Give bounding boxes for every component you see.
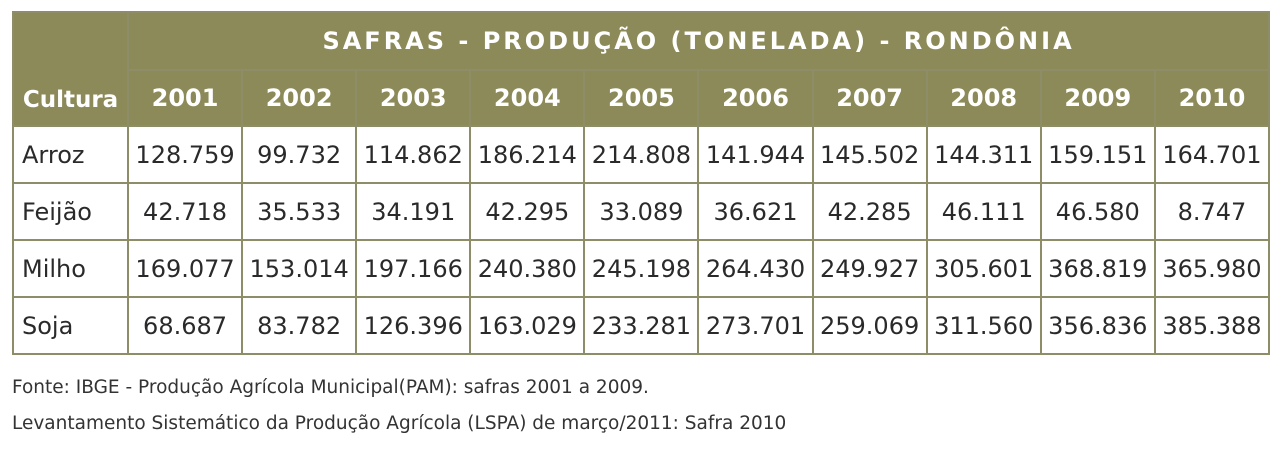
cell: 8.747 — [1153, 182, 1271, 241]
column-header: 2005 — [583, 69, 700, 127]
cell: 164.701 — [1153, 125, 1271, 184]
cell: 169.077 — [126, 239, 244, 298]
cell: 249.927 — [811, 239, 928, 298]
cell: 311.560 — [925, 296, 1042, 355]
cell: 214.808 — [583, 125, 700, 184]
column-header: 2003 — [355, 69, 472, 127]
cell: 240.380 — [469, 239, 586, 298]
source-note: Fonte: IBGE - Produção Agrícola Municipa… — [12, 377, 649, 398]
cell: 46.580 — [1039, 182, 1156, 241]
column-header: 2002 — [241, 69, 358, 127]
column-header: 2004 — [469, 69, 586, 127]
cell: 42.295 — [469, 182, 586, 241]
cell: 159.151 — [1039, 125, 1156, 184]
survey-note: Levantamento Sistemático da Produção Agr… — [12, 413, 787, 434]
cell: 46.111 — [925, 182, 1042, 241]
cell: 365.980 — [1153, 239, 1271, 298]
cell: 126.396 — [355, 296, 472, 355]
column-header: 2006 — [697, 69, 814, 127]
cell: 99.732 — [241, 125, 358, 184]
column-header: 2007 — [811, 69, 928, 127]
column-header: 2009 — [1039, 69, 1156, 127]
row-label: Soja — [12, 296, 129, 355]
data-row: Milho 169.077 153.014 197.166 240.380 245.198… — [12, 239, 1271, 298]
table-title: SAFRAS - PRODUÇÃO (TONELADA) - RONDÔNIA — [126, 11, 1271, 71]
cell: 305.601 — [925, 239, 1042, 298]
cell: 197.166 — [355, 239, 472, 298]
cell: 83.782 — [241, 296, 358, 355]
cell: 145.502 — [811, 125, 928, 184]
row-label: Milho — [12, 239, 129, 298]
cell: 264.430 — [697, 239, 814, 298]
cell: 273.701 — [697, 296, 814, 355]
column-header: 2010 — [1153, 69, 1271, 127]
cell: 368.819 — [1039, 239, 1156, 298]
cell: 163.029 — [469, 296, 586, 355]
cell: 153.014 — [241, 239, 358, 298]
cell: 68.687 — [126, 296, 244, 355]
row-label: Feijão — [12, 182, 129, 241]
cell: 356.836 — [1039, 296, 1156, 355]
data-row: Arroz 128.759 99.732 114.862 186.214 214.808 1… — [12, 125, 1271, 184]
cell: 259.069 — [811, 296, 928, 355]
cell: 186.214 — [469, 125, 586, 184]
cell: 141.944 — [697, 125, 814, 184]
cell: 233.281 — [583, 296, 700, 355]
header-row: 2001 2002 2003 2004 2005 2006 2007 2008 2009 2010 — [13, 69, 1271, 127]
column-header: 2008 — [925, 69, 1042, 127]
cell: 42.718 — [126, 182, 244, 241]
row-label: Arroz — [12, 125, 129, 184]
column-header: Cultura — [12, 11, 129, 127]
cell: 33.089 — [583, 182, 700, 241]
cell: 114.862 — [355, 125, 472, 184]
cell: 34.191 — [355, 182, 472, 241]
data-row: Feijão 42.718 35.533 34.191 42.295 33.089 36.6… — [12, 182, 1271, 241]
cell: 35.533 — [241, 182, 358, 241]
cell: 36.621 — [697, 182, 814, 241]
cell: 245.198 — [583, 239, 700, 298]
production-table: Cultura SAFRAS - PRODUÇÃO (TONELADA) - RO… — [12, 11, 1271, 355]
cell: 144.311 — [925, 125, 1042, 184]
cell: 42.285 — [811, 182, 928, 241]
title-row: Cultura SAFRAS - PRODUÇÃO (TONELADA) - RO… — [12, 11, 1271, 127]
cell: 385.388 — [1153, 296, 1271, 355]
column-header: 2001 — [126, 69, 244, 127]
cell: 128.759 — [126, 125, 244, 184]
data-row: Soja 68.687 83.782 126.396 163.029 233.281 273… — [12, 296, 1271, 355]
